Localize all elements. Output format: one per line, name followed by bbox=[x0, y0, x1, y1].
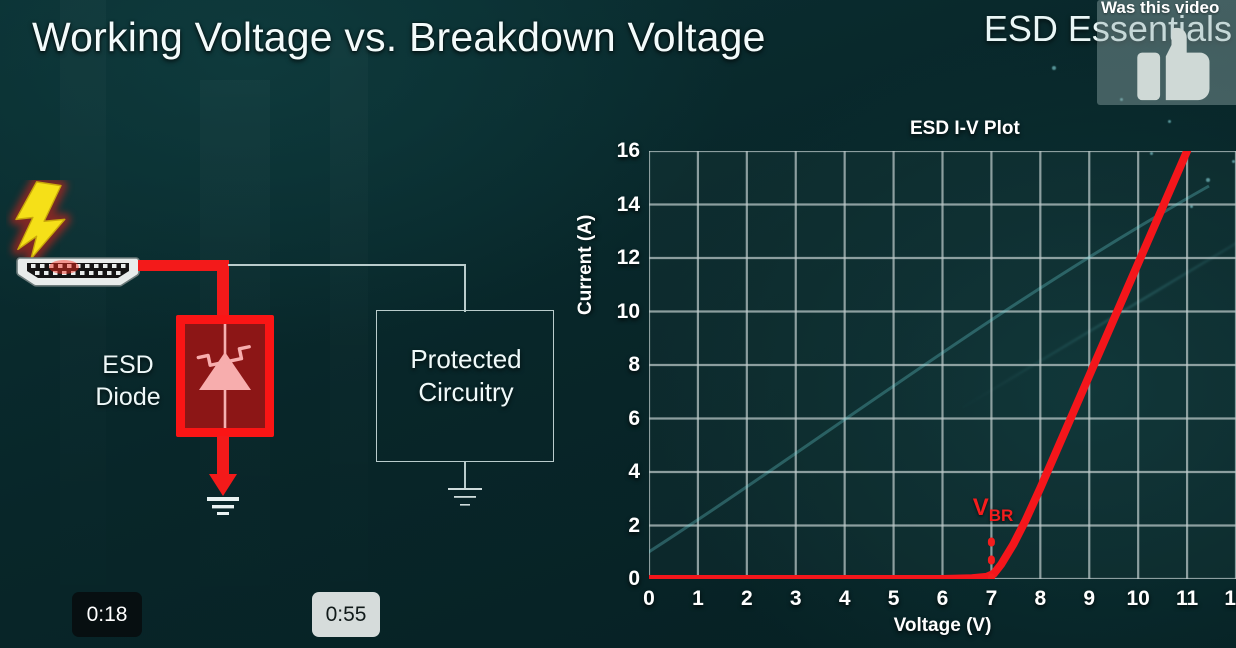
chart-ytick: 8 bbox=[628, 353, 640, 376]
video-survey-overlay[interactable]: Was this video bbox=[1097, 0, 1236, 105]
chart-xtick: 7 bbox=[985, 587, 998, 610]
chart-xtick: 1 bbox=[692, 587, 704, 610]
chart-xtick: 2 bbox=[740, 587, 753, 610]
chart-ylabel: Current (A) bbox=[575, 214, 596, 315]
chart-xtick: 4 bbox=[838, 587, 851, 610]
chart-ytick: 14 bbox=[616, 192, 640, 216]
chart-xtick: 0 bbox=[643, 587, 655, 610]
chart-ytick: 2 bbox=[628, 513, 640, 537]
wire-supply-horizontal bbox=[138, 260, 228, 271]
chart-ytick: 4 bbox=[628, 460, 640, 483]
page-title: Working Voltage vs. Breakdown Voltage bbox=[32, 14, 766, 60]
esd-diode-label: ESD Diode bbox=[86, 350, 170, 414]
wire-node-vertical bbox=[217, 260, 229, 320]
brand-wordmark: ESD Essentials bbox=[983, 8, 1232, 49]
hdmi-connector-icon bbox=[16, 257, 140, 287]
timestamp-total[interactable]: 0:55 bbox=[312, 592, 380, 637]
chart-ytick: 0 bbox=[628, 567, 640, 590]
protected-circuitry-box: Protected Circuitry bbox=[376, 310, 554, 462]
zener-diode-icon bbox=[196, 324, 251, 428]
chart-xtick: 11 bbox=[1175, 587, 1199, 610]
esd-diode-label-line2: Diode bbox=[95, 382, 161, 411]
chart-xtick: 10 bbox=[1126, 587, 1150, 610]
chart-xlabel: Voltage (V) bbox=[893, 615, 992, 636]
breakdown-voltage-label: VBR bbox=[972, 493, 1014, 525]
chart-ytick: 6 bbox=[628, 406, 640, 430]
survey-prompt: Was this video bbox=[1101, 0, 1220, 17]
chart-xtick: 9 bbox=[1083, 587, 1096, 610]
esd-diode-label-line1: ESD bbox=[102, 351, 154, 379]
background-teal-streak bbox=[649, 184, 1210, 554]
circuit-diagram: ESD Diode Protected Circuitry bbox=[0, 170, 600, 550]
breakdown-voltage-subscript: BR bbox=[988, 505, 1014, 525]
chart-ytick: 16 bbox=[616, 139, 640, 162]
protected-circuitry-label: Protected Circuitry bbox=[377, 343, 555, 410]
lightning-bolt-icon bbox=[9, 180, 71, 265]
chart-ytick: 10 bbox=[616, 299, 640, 323]
ground-symbol-esd-icon bbox=[207, 474, 239, 515]
wire-signal-horizontal bbox=[228, 264, 466, 266]
timestamp-current[interactable]: 0:18 bbox=[72, 592, 142, 637]
chart-gridlines bbox=[649, 151, 1236, 579]
protected-circuitry-line1: Protected bbox=[410, 344, 522, 374]
chart-title: ESD I-V Plot bbox=[910, 118, 1020, 139]
esd-iv-chart: ESD I-V Plot Current (A) Voltage (V) 0 2 4… bbox=[575, 110, 1236, 648]
esd-diode-box bbox=[176, 315, 274, 437]
protected-circuitry-line2: Circuitry bbox=[418, 377, 514, 408]
iv-curve-series bbox=[649, 151, 1192, 579]
chart-xtick: 8 bbox=[1034, 587, 1047, 610]
chart-xtick: 3 bbox=[789, 587, 802, 610]
chart-canvas bbox=[649, 151, 1236, 579]
ground-symbol-protected-icon bbox=[448, 488, 482, 506]
chart-xtick: 12 bbox=[1224, 587, 1236, 610]
chart-ytick: 12 bbox=[616, 246, 640, 269]
thumbs-up-icon[interactable] bbox=[1133, 26, 1229, 102]
wire-protected-ground bbox=[464, 462, 466, 490]
chart-xtick: 5 bbox=[887, 587, 900, 610]
wire-signal-vertical bbox=[464, 264, 466, 312]
chart-xtick: 6 bbox=[936, 587, 949, 610]
wire-ground-vertical bbox=[217, 436, 229, 474]
